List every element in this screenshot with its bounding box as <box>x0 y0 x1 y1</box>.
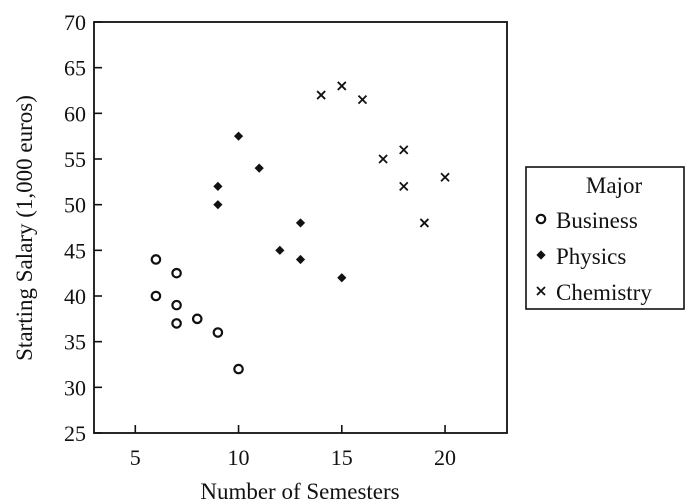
physics-point-6 <box>295 254 306 265</box>
business-point-3 <box>171 299 182 311</box>
y-tick-label-70: 70 <box>64 10 86 35</box>
legend-title: Major <box>586 173 643 198</box>
x-tick-label-5: 5 <box>130 445 141 470</box>
legend-box <box>525 166 685 310</box>
y-axis-title: Starting Salary (1,000 euros) <box>12 95 37 361</box>
y-tick-label-45: 45 <box>64 238 86 263</box>
x-tick-label-10: 10 <box>228 445 250 470</box>
legend-marker-physics <box>536 250 546 260</box>
physics-point-7 <box>337 273 347 283</box>
business-point-2 <box>171 267 182 279</box>
business-point-4 <box>171 318 182 329</box>
y-tick-label-35: 35 <box>64 330 86 355</box>
chemistry-point-7 <box>440 172 450 182</box>
chemistry-point-2 <box>357 94 368 105</box>
y-tick-label-40: 40 <box>64 284 86 309</box>
y-tick-label-25: 25 <box>64 421 86 446</box>
business-point-1 <box>150 290 162 302</box>
legend-label-business: Business <box>556 208 638 233</box>
chemistry-point-5 <box>399 181 409 192</box>
axis-ticks: 5 10 15 20 25 30 35 40 45 50 55 60 65 70 <box>64 10 456 470</box>
y-tick-label-65: 65 <box>64 56 86 81</box>
physics-point-0 <box>213 181 223 191</box>
physics-point-2 <box>233 131 244 141</box>
chemistry-point-1 <box>337 81 347 91</box>
physics-point-1 <box>213 200 223 210</box>
business-point-6 <box>212 327 224 338</box>
y-tick-label-60: 60 <box>64 101 86 126</box>
chemistry-point-0 <box>316 90 326 100</box>
plot-frame <box>93 21 508 434</box>
business-point-0 <box>150 254 162 265</box>
y-tick-label-55: 55 <box>64 147 86 172</box>
physics-point-4 <box>275 245 285 255</box>
chemistry-point-6 <box>419 218 430 228</box>
data-points <box>150 81 450 375</box>
legend-marker-chemistry <box>536 286 546 296</box>
chemistry-point-3 <box>378 154 388 164</box>
legend-label-chemistry: Chemistry <box>556 280 652 305</box>
legend-label-physics: Physics <box>556 244 626 269</box>
x-tick-label-20: 20 <box>434 445 456 470</box>
legend: Major Business Physics Chemistry <box>525 166 685 310</box>
physics-point-3 <box>254 163 264 173</box>
business-point-5 <box>191 313 203 325</box>
business-point-7 <box>233 363 244 375</box>
legend-marker-business <box>535 213 547 225</box>
x-axis-title: Number of Semesters <box>200 479 399 504</box>
x-tick-label-15: 15 <box>331 445 353 470</box>
y-tick-label-50: 50 <box>64 193 86 218</box>
chemistry-point-4 <box>399 145 409 155</box>
y-tick-label-30: 30 <box>64 375 86 400</box>
physics-point-5 <box>295 218 306 228</box>
